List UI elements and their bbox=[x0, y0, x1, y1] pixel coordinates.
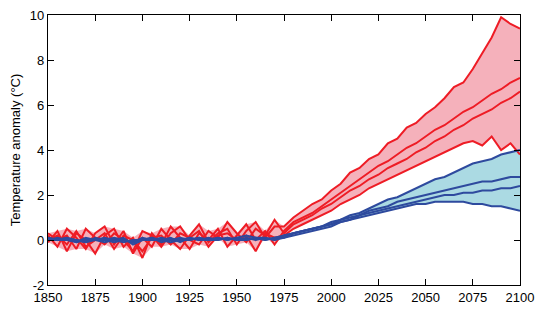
svg-text:2050: 2050 bbox=[411, 290, 440, 305]
svg-text:2000: 2000 bbox=[317, 290, 346, 305]
svg-text:4: 4 bbox=[37, 143, 44, 158]
svg-text:1900: 1900 bbox=[128, 290, 157, 305]
svg-text:1950: 1950 bbox=[222, 290, 251, 305]
svg-text:1850: 1850 bbox=[34, 290, 63, 305]
svg-text:1875: 1875 bbox=[81, 290, 110, 305]
svg-text:2: 2 bbox=[37, 188, 44, 203]
svg-text:1975: 1975 bbox=[270, 290, 299, 305]
svg-text:6: 6 bbox=[37, 98, 44, 113]
svg-text:Temperature anomaly (°C): Temperature anomaly (°C) bbox=[8, 74, 23, 227]
svg-text:2100: 2100 bbox=[506, 290, 535, 305]
svg-text:8: 8 bbox=[37, 53, 44, 68]
svg-text:-2: -2 bbox=[33, 278, 45, 293]
svg-text:0: 0 bbox=[37, 233, 44, 248]
svg-text:2075: 2075 bbox=[458, 290, 487, 305]
svg-text:1925: 1925 bbox=[175, 290, 204, 305]
svg-text:10: 10 bbox=[30, 8, 44, 23]
svg-text:2025: 2025 bbox=[364, 290, 393, 305]
